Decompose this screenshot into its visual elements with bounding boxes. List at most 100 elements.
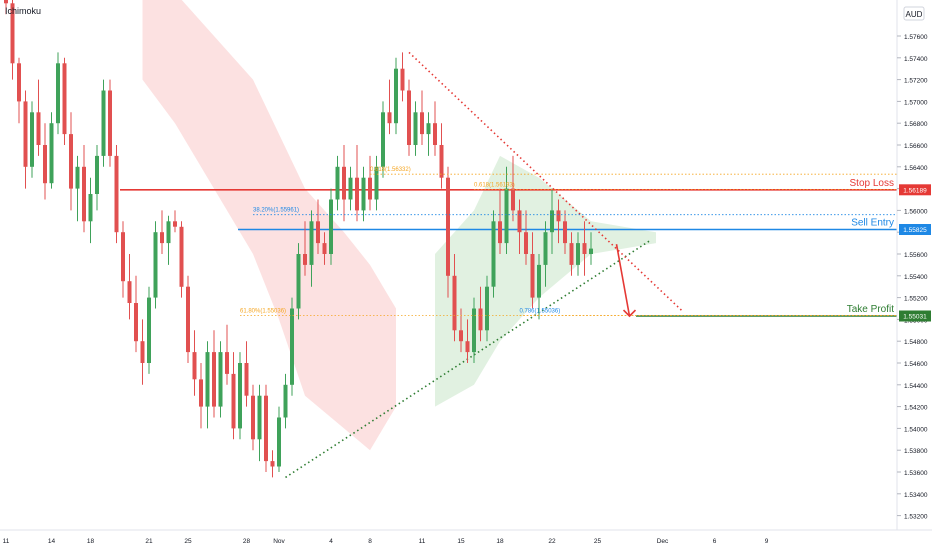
price-tick-label: 1.57200 [904,78,928,85]
candle-body [218,352,223,407]
candle-body [465,341,470,353]
candlesticks [4,0,593,478]
candle-body [225,352,229,374]
candle-body [543,232,548,265]
candle-body [270,461,275,467]
price-axis-panel[interactable] [897,0,932,530]
candle-body [192,352,197,380]
price-tick-label: 1.54400 [904,383,928,390]
candle-body [498,221,502,244]
time-tick-label: 22 [548,538,556,545]
candle-body [153,232,158,298]
candle-body [433,123,437,145]
candle-body [23,101,28,167]
candle-body [10,3,15,64]
indicator-label[interactable]: Ichimoku [5,6,41,16]
price-tick-label: 1.55200 [904,296,928,303]
candle-body [316,221,320,244]
candle-body [387,112,392,124]
currency-badge[interactable] [903,6,925,21]
projection-arrow-head [622,309,637,318]
candle-body [537,264,541,298]
time-tick-label: 25 [184,538,192,545]
price-tick-label: 1.56400 [904,165,928,172]
candle-body [212,352,216,407]
time-tick-label: 8 [368,538,372,545]
candle-body [290,308,294,385]
candle-body [283,384,288,418]
level-price-tag [899,310,931,322]
candle-body [173,221,177,227]
time-tick-label: 25 [594,538,602,545]
time-tick-label: Dec [657,538,669,545]
price-tick-label: 1.56000 [904,208,928,215]
level-price-label: 1.55031 [903,314,927,321]
candle-body [381,112,385,167]
time-axis: 11 14 18 21 25 28 Nov 4 8 11 15 18 22 25 Dec 6 9 [3,538,769,545]
price-tick-label: 1.53800 [904,448,928,455]
candle-body [322,243,327,254]
fib-label: 0.618(1.56332) [370,167,411,173]
time-tick-label: 18 [87,538,95,545]
fib-label: 38.20%(1.55961) [253,208,299,214]
price-tick-label: 1.55400 [904,274,928,281]
candle-body [504,188,509,244]
candle-body [361,177,366,211]
candle-body [446,177,450,276]
candle-body [231,373,236,429]
candle-body [309,221,314,265]
candle-body [517,210,522,233]
level-price-label: 1.56189 [903,187,927,194]
candle-body [413,112,418,145]
candle-body [140,341,145,363]
candle-body [563,221,567,244]
candle-body [582,243,587,254]
price-tick-label: 1.56800 [904,121,928,128]
candle-body [17,63,21,102]
candle-body [452,275,457,331]
candle-body [238,363,242,429]
candle-body [524,232,528,254]
candle-body [407,90,411,145]
level-label: Take Profit [847,304,894,315]
candle-body [569,243,574,265]
candle-body [368,177,372,200]
time-tick-label: 28 [243,538,251,545]
price-tick-label: 1.54800 [904,339,928,346]
candle-body [114,155,119,233]
candle-body [257,395,262,440]
currency-label: AUD [906,10,923,19]
level-price-tag [899,224,931,235]
candle-body [478,308,483,331]
candle-body [43,145,47,184]
candle-body [127,281,132,303]
candle-body [277,417,281,467]
cloud-bearish [142,0,396,451]
candle-body [576,243,580,265]
time-tick-label: 9 [765,538,769,545]
price-tick-label: 1.57600 [904,34,928,41]
candle-body [108,90,112,156]
candle-body [82,166,86,222]
fib-label: 0.618(1.56193) [474,182,515,188]
time-tick-label: 18 [496,538,504,545]
candle-body [199,379,203,407]
candle-body [166,221,171,244]
price-tick-label: 1.57000 [904,99,928,106]
time-tick-label: Nov [273,538,285,545]
candle-body [329,199,333,254]
price-tick-label: 1.54600 [904,361,928,368]
time-axis-panel[interactable] [0,530,932,550]
price-tick-label: 1.53200 [904,514,928,521]
candle-body [550,210,554,233]
price-tick-label: 1.54000 [904,426,928,433]
candle-body [348,177,353,200]
candle-body [251,395,255,440]
candle-body [472,308,476,353]
time-tick-label: 21 [145,538,153,545]
candle-body [459,330,463,342]
candle-body [420,112,424,135]
candle-body [589,248,593,254]
level-tags: 1.56189 1.55825 1.55031 [899,184,931,322]
